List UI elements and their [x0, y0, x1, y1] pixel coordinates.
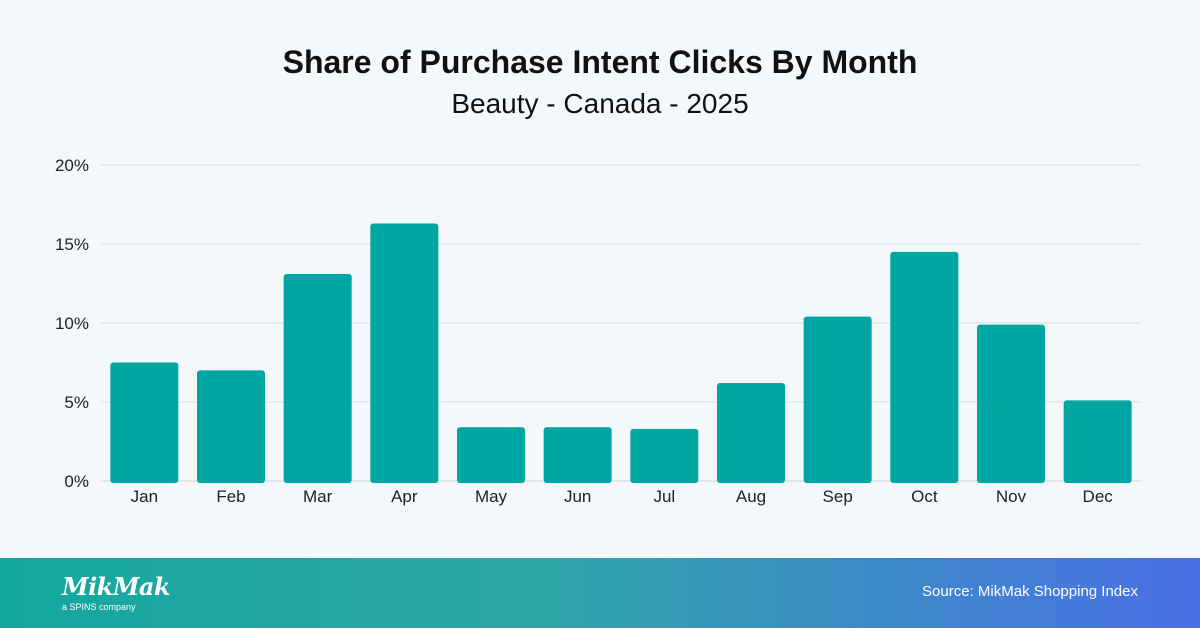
bar-chart: 0% 5% 10% 15% 20% Jan Feb Mar Apr May Jun Jul Aug Sep… [55, 156, 1141, 506]
bar-feb [197, 370, 265, 483]
x-tick-label: Sep [823, 487, 853, 506]
logo-tagline: a SPINS company [62, 602, 136, 612]
x-tick-label: Oct [911, 487, 938, 506]
bar-apr [370, 223, 439, 483]
chart-subtitle: Beauty - Canada - 2025 [451, 88, 749, 119]
x-tick-label: Nov [996, 487, 1027, 506]
x-tick-label: Dec [1083, 487, 1114, 506]
x-tick-label: Feb [216, 487, 245, 506]
y-tick-label: 5% [64, 393, 89, 412]
bar-sep [803, 316, 872, 483]
x-tick-label: Jul [653, 487, 675, 506]
footer-bar: MikMak a SPINS company Source: MikMak Sh… [0, 558, 1200, 628]
y-tick-label: 0% [64, 472, 89, 491]
x-tick-label: Aug [736, 487, 766, 506]
x-tick-label: Apr [391, 487, 418, 506]
bar-may [457, 427, 525, 483]
bar-jan [110, 362, 179, 483]
x-tick-label: Jun [564, 487, 591, 506]
x-tick-label: Mar [303, 487, 333, 506]
x-tick-label: Jan [131, 487, 158, 506]
y-tick-label: 20% [55, 156, 89, 175]
bar-oct [890, 251, 959, 483]
bar-jul [630, 428, 699, 483]
bar-mar [283, 274, 352, 483]
bar-aug [717, 383, 785, 483]
bar-dec [1063, 400, 1132, 483]
chart-title: Share of Purchase Intent Clicks By Month [282, 44, 918, 80]
x-tick-label: May [475, 487, 508, 506]
bar-nov [977, 324, 1045, 483]
y-tick-label: 15% [55, 235, 89, 254]
bar-jun [543, 427, 612, 483]
source-note: Source: MikMak Shopping Index [922, 583, 1138, 600]
mikmak-logo: MikMak [62, 572, 171, 601]
y-tick-label: 10% [55, 314, 89, 333]
